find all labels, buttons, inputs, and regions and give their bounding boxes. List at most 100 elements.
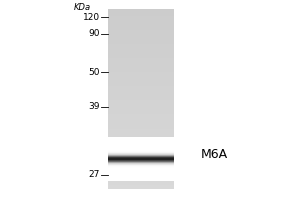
Bar bbox=[108, 87, 174, 88]
Bar bbox=[108, 147, 174, 148]
Bar bbox=[108, 91, 174, 92]
Bar bbox=[108, 113, 174, 114]
Bar bbox=[108, 114, 174, 115]
Bar bbox=[108, 22, 174, 23]
Bar bbox=[108, 76, 174, 77]
Bar bbox=[108, 33, 174, 34]
Bar bbox=[108, 101, 174, 102]
Bar bbox=[108, 46, 174, 47]
Bar bbox=[108, 142, 174, 143]
Bar bbox=[108, 129, 174, 130]
Bar bbox=[108, 36, 174, 37]
Bar bbox=[108, 100, 174, 101]
Bar bbox=[108, 10, 174, 11]
Bar bbox=[108, 151, 174, 152]
Bar bbox=[108, 153, 174, 154]
Bar bbox=[108, 174, 174, 175]
Bar bbox=[108, 95, 174, 96]
Bar bbox=[108, 154, 174, 156]
Bar bbox=[108, 70, 174, 71]
Bar bbox=[108, 169, 174, 170]
Bar bbox=[108, 180, 174, 182]
Bar bbox=[108, 43, 174, 44]
Bar bbox=[108, 9, 174, 10]
Bar bbox=[108, 166, 174, 167]
Bar bbox=[108, 130, 174, 131]
Bar bbox=[108, 32, 174, 34]
Bar bbox=[108, 174, 174, 175]
Bar bbox=[108, 64, 174, 65]
Bar bbox=[108, 150, 174, 151]
Bar bbox=[108, 39, 174, 40]
Bar bbox=[108, 160, 174, 161]
Bar bbox=[108, 139, 174, 140]
Bar bbox=[108, 117, 174, 118]
Bar bbox=[108, 35, 174, 36]
Bar bbox=[108, 60, 174, 61]
Bar bbox=[108, 85, 174, 86]
Bar bbox=[108, 162, 174, 163]
Bar bbox=[108, 154, 174, 155]
Text: 27: 27 bbox=[88, 170, 100, 179]
Bar bbox=[108, 66, 174, 67]
Bar bbox=[108, 128, 174, 130]
Bar bbox=[108, 156, 174, 157]
Bar bbox=[108, 167, 174, 168]
Bar bbox=[108, 160, 174, 161]
Bar bbox=[108, 105, 174, 106]
Text: KDa: KDa bbox=[74, 3, 91, 12]
Bar bbox=[108, 169, 174, 170]
Bar bbox=[108, 163, 174, 164]
Bar bbox=[108, 47, 174, 48]
Bar bbox=[108, 152, 174, 153]
Bar bbox=[108, 181, 174, 182]
Bar bbox=[108, 77, 174, 78]
Bar bbox=[108, 180, 174, 181]
Bar bbox=[108, 137, 174, 138]
Text: 90: 90 bbox=[88, 29, 100, 38]
Bar bbox=[108, 137, 174, 138]
Bar bbox=[108, 58, 174, 60]
Bar bbox=[108, 44, 174, 45]
Bar bbox=[108, 188, 174, 189]
Bar bbox=[108, 154, 174, 155]
Bar bbox=[108, 61, 174, 62]
Bar bbox=[108, 26, 174, 27]
Bar bbox=[108, 34, 174, 35]
Bar bbox=[108, 172, 174, 173]
Bar bbox=[108, 14, 174, 15]
Bar bbox=[108, 164, 174, 165]
Bar bbox=[108, 84, 174, 86]
Bar bbox=[108, 11, 174, 12]
Bar bbox=[108, 185, 174, 186]
Bar bbox=[108, 56, 174, 57]
Bar bbox=[108, 172, 174, 173]
Bar bbox=[108, 62, 174, 63]
Bar bbox=[108, 161, 174, 162]
Bar bbox=[108, 71, 174, 72]
Bar bbox=[108, 159, 174, 160]
Bar bbox=[108, 150, 174, 151]
Bar bbox=[108, 90, 174, 91]
Bar bbox=[108, 106, 174, 107]
Bar bbox=[108, 140, 174, 141]
Bar bbox=[108, 123, 174, 124]
Bar bbox=[108, 104, 174, 105]
Bar bbox=[108, 28, 174, 29]
Bar bbox=[108, 30, 174, 31]
Bar bbox=[108, 176, 174, 177]
Bar bbox=[108, 132, 174, 133]
Bar bbox=[108, 179, 174, 180]
Bar bbox=[108, 141, 174, 142]
Bar bbox=[108, 102, 174, 104]
Bar bbox=[108, 75, 174, 77]
Bar bbox=[108, 146, 174, 147]
Bar bbox=[108, 140, 174, 141]
Bar bbox=[108, 144, 174, 145]
Bar bbox=[108, 179, 174, 180]
Bar bbox=[108, 49, 174, 50]
Bar bbox=[108, 143, 174, 144]
Bar bbox=[108, 18, 174, 19]
Bar bbox=[108, 88, 174, 89]
Bar bbox=[108, 125, 174, 126]
